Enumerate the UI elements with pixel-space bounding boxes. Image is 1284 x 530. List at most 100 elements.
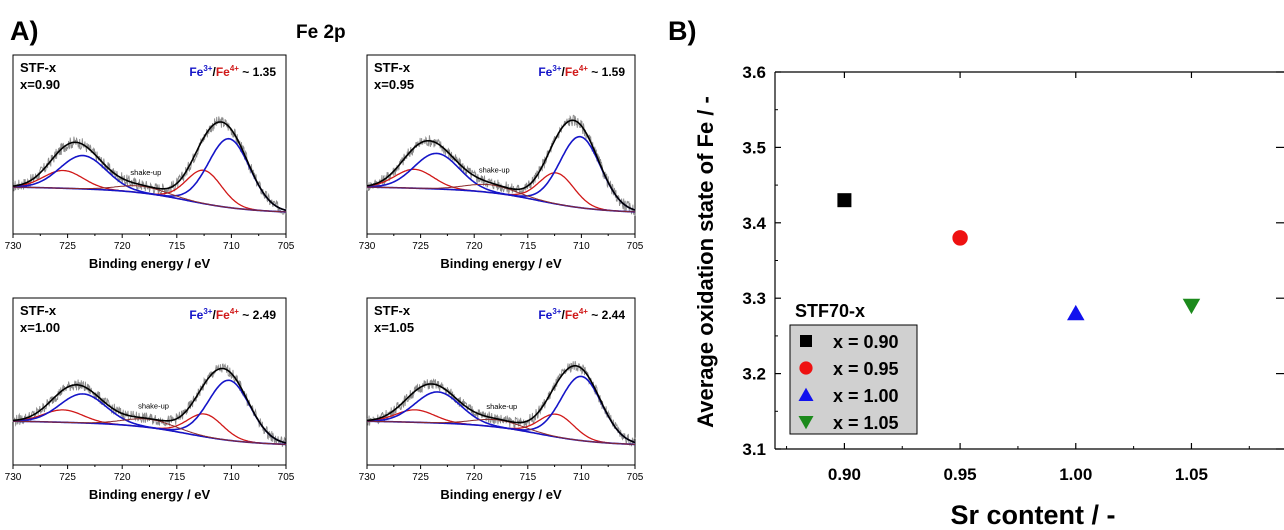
xps-chart-xps-090: 730 725 720 715 710 705 Binding energy / eV sha…	[5, 54, 295, 271]
xps-chart-xps-105: 730 725 720 715 710 705 Binding energy / eV sha…	[359, 297, 644, 502]
fe4-superscript: 4+	[579, 307, 588, 316]
composition-label: x=1.05	[374, 320, 414, 335]
x-tick-label: 1.05	[1175, 465, 1208, 484]
fe3-symbol: Fe	[189, 65, 203, 79]
fe3-symbol: Fe	[538, 65, 552, 79]
fe3-symbol: Fe	[189, 308, 203, 322]
xps-chart-xps-095: 730 725 720 715 710 705 Binding energy / eV sha…	[359, 54, 644, 271]
ratio-separator: /	[212, 65, 216, 79]
envelope-fit	[12, 367, 287, 444]
composition-label: x=1.00	[20, 320, 60, 335]
x-tick-label: 725	[412, 241, 429, 252]
x-tick-label: 710	[223, 241, 240, 252]
x-axis-label: Sr content / -	[950, 500, 1115, 530]
y-tick-label: 3.2	[742, 365, 766, 384]
x-tick-label: 705	[278, 472, 295, 483]
fe-ratio-label: Fe3+/Fe4+ ~ 1.35	[189, 64, 276, 79]
sample-label: STF-x	[374, 303, 411, 318]
x-tick-label: 725	[412, 472, 429, 483]
square-marker	[837, 193, 852, 208]
fe4-symbol: Fe	[216, 308, 230, 322]
y-tick-label: 3.3	[742, 289, 766, 308]
panel-b-label: B)	[668, 16, 697, 46]
x-tick-label: 715	[168, 472, 185, 483]
circle-marker	[799, 361, 813, 375]
up-triangle-marker	[1067, 304, 1085, 321]
legend-title: STF70-x	[795, 301, 865, 321]
shakeup-annotation: shake-up	[486, 402, 517, 411]
fe3-superscript: 3+	[203, 307, 212, 316]
x-tick-label: 705	[627, 472, 644, 483]
x-tick-label: 715	[519, 472, 536, 483]
oxidation-state-panel: 3.1 3.2 3.3 3.4 3.5 3.6 0.90 0.95 1.00 1.05 Sr con…	[693, 63, 1284, 530]
legend-entry-label: x = 1.05	[833, 413, 899, 433]
sample-label: STF-x	[374, 60, 411, 75]
fe3-symbol: Fe	[538, 308, 552, 322]
x-tick-label: 710	[223, 472, 240, 483]
x-tick-label: 710	[573, 472, 590, 483]
x-axis-label: Binding energy / eV	[89, 256, 211, 271]
x-tick-label: 0.90	[828, 465, 861, 484]
ratio-value: ~ 1.59	[588, 65, 625, 79]
shakeup-annotation: shake-up	[130, 168, 161, 177]
ratio-value: ~ 1.35	[239, 65, 276, 79]
shakeup-annotation: shake-up	[479, 166, 510, 175]
panel-a-label: A)	[10, 16, 39, 46]
sample-label: STF-x	[20, 303, 57, 318]
shakeup-annotation: shake-up	[138, 402, 169, 411]
down-triangle-marker	[798, 416, 814, 430]
y-tick-label: 3.4	[742, 214, 766, 233]
down-triangle-marker	[1182, 298, 1201, 315]
xps-chart-xps-100: 730 725 720 715 710 705 Binding energy / eV sha…	[5, 297, 295, 502]
x-axis-label: Binding energy / eV	[440, 256, 562, 271]
composition-label: x=0.95	[374, 77, 414, 92]
y-tick-label: 3.1	[742, 440, 766, 459]
x-tick-label: 730	[359, 241, 376, 252]
fe4-superscript: 4+	[230, 307, 239, 316]
ratio-value: ~ 2.49	[239, 308, 276, 322]
xps-panels: 730 725 720 715 710 705 Binding energy / eV sha…	[5, 54, 644, 502]
composition-label: x=0.90	[20, 77, 60, 92]
envelope-fit	[12, 121, 287, 212]
fe3-superscript: 3+	[552, 64, 561, 73]
ratio-separator: /	[561, 65, 565, 79]
x-tick-label: 715	[519, 241, 536, 252]
x-axis-label: Binding energy / eV	[89, 487, 211, 502]
raw-spectrum	[12, 116, 287, 216]
fe-ratio-label: Fe3+/Fe4+ ~ 2.49	[189, 307, 276, 322]
x-tick-label: 720	[114, 472, 131, 483]
circle-marker	[952, 230, 968, 246]
legend-entry-label: x = 1.00	[833, 386, 899, 406]
sample-label: STF-x	[20, 60, 57, 75]
envelope-fit	[366, 119, 636, 211]
x-tick-label: 0.95	[944, 465, 977, 484]
square-marker	[800, 335, 812, 347]
fe-ratio-label: Fe3+/Fe4+ ~ 1.59	[538, 64, 625, 79]
x-tick-label: 730	[5, 241, 22, 252]
ratio-separator: /	[212, 308, 216, 322]
envelope-fit	[366, 365, 636, 444]
x-tick-label: 705	[278, 241, 295, 252]
fe4-symbol: Fe	[216, 65, 230, 79]
y-tick-label: 3.6	[742, 63, 766, 82]
fe3-superscript: 3+	[552, 307, 561, 316]
legend-entry-label: x = 0.90	[833, 332, 899, 352]
x-tick-label: 730	[359, 472, 376, 483]
x-tick-label: 715	[168, 241, 185, 252]
fe4-symbol: Fe	[565, 65, 579, 79]
ratio-separator: /	[561, 308, 565, 322]
x-tick-label: 725	[59, 472, 76, 483]
x-tick-label: 720	[114, 241, 131, 252]
x-tick-label: 1.00	[1059, 465, 1092, 484]
fe3-superscript: 3+	[203, 64, 212, 73]
fe4-superscript: 4+	[579, 64, 588, 73]
y-tick-label: 3.5	[742, 138, 766, 157]
up-triangle-marker	[798, 387, 814, 401]
panel-a-title: Fe 2p	[296, 22, 346, 43]
ratio-value: ~ 2.44	[588, 308, 625, 322]
y-axis-label: Average oxidation state of Fe / -	[693, 96, 718, 428]
x-tick-label: 720	[466, 472, 483, 483]
fe4-superscript: 4+	[230, 64, 239, 73]
x-axis-label: Binding energy / eV	[440, 487, 562, 502]
